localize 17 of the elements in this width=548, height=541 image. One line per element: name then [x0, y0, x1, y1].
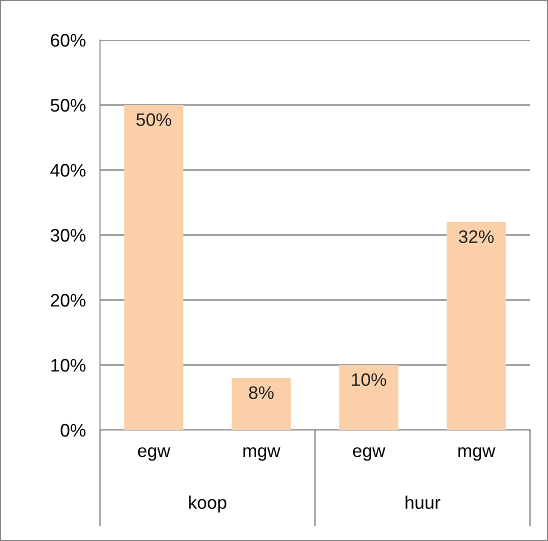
y-tick-label: 20% [50, 294, 86, 307]
x-tick-label: mgw [458, 447, 496, 461]
text: huur [406, 496, 440, 509]
y-tick-label: 40% [50, 164, 86, 177]
x-tick-label: mgw [243, 447, 280, 461]
x-tick-label: egw [352, 447, 386, 461]
y-tick-label: 60% [50, 34, 86, 47]
data-label: 10% [352, 373, 386, 386]
y-tick-label: 30% [50, 228, 86, 242]
data-label: 32% [458, 230, 494, 244]
x-tick-label: egw [138, 447, 170, 461]
y-tick-label: 50% [50, 98, 86, 112]
data-label: 50% [136, 113, 172, 126]
data-label: 8% [248, 386, 274, 400]
y-tick-label: 10% [51, 358, 86, 372]
text: koop [189, 496, 226, 513]
y-tick-label: 0% [60, 424, 86, 437]
